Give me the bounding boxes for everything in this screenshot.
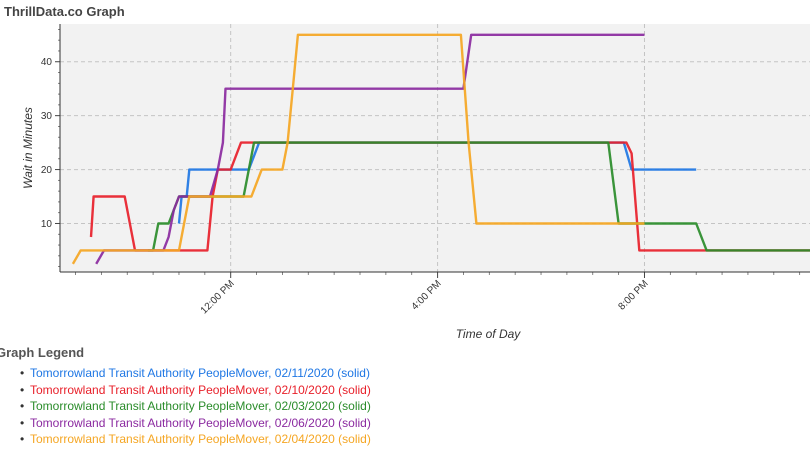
legend-entry-label: Tomorrowland Transit Authority PeopleMov…: [30, 432, 371, 446]
x-tick-label: 4:00 PM: [410, 278, 444, 312]
bullet-icon: •: [20, 382, 25, 397]
plot-area: [60, 24, 810, 272]
bullet-icon: •: [20, 415, 25, 430]
bullet-icon: •: [20, 399, 25, 413]
y-tick-label: 40: [41, 57, 53, 68]
y-tick-label: 20: [41, 165, 53, 176]
legend-entry-label: Tomorrowland Transit Authority PeopleMov…: [30, 399, 371, 413]
series-line-5: [71, 33, 645, 265]
legend-entry-label: Tomorrowland Transit Authority PeopleMov…: [30, 366, 370, 380]
chart: ThrillData.co Graph 10 20 30 40 12:00 PM 4:00…: [4, 4, 810, 341]
chart-title: ThrillData.co Graph: [4, 4, 125, 19]
y-axis-label: Wait in Minutes: [21, 107, 35, 189]
x-tick-label: 8:00 PM: [616, 278, 650, 312]
legend-title: Graph Legend: [0, 345, 85, 360]
x-tick-label: 12:00 PM: [199, 278, 237, 316]
y-tick-label: 10: [41, 219, 53, 230]
series-layer: [71, 33, 810, 265]
bullet-icon: •: [20, 366, 25, 380]
x-axis-label: Time of Day: [456, 327, 522, 341]
bullet-icon: •: [20, 432, 25, 446]
series-line-3: [147, 141, 810, 252]
y-tick-label: 30: [41, 111, 53, 122]
legend-entry-label: Tomorrowland Transit Authority PeopleMov…: [30, 382, 371, 397]
legend-entry-label: Tomorrowland Transit Authority PeopleMov…: [30, 415, 371, 430]
